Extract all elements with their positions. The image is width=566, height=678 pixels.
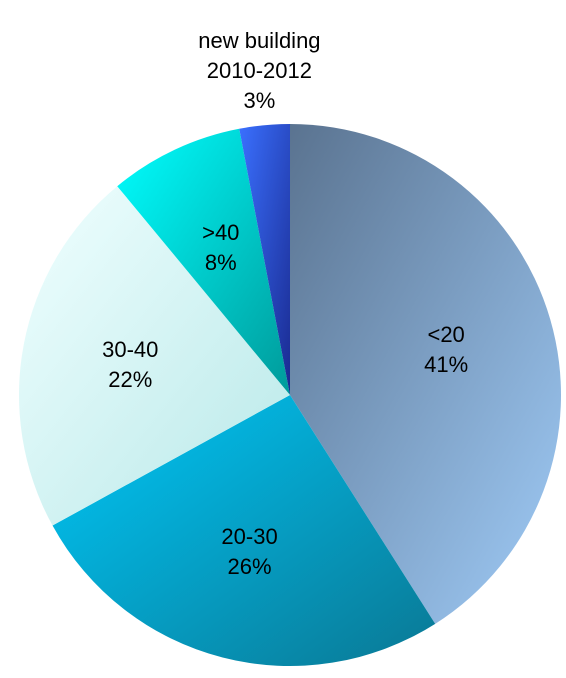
value-label: 3% bbox=[243, 88, 276, 114]
pie-slice bbox=[239, 124, 290, 395]
category-label: >40 bbox=[202, 219, 240, 245]
value-label: 26% bbox=[227, 554, 272, 580]
slice-label: 30-40 22% bbox=[102, 335, 158, 395]
pie-slice bbox=[117, 128, 290, 395]
value-label: 8% bbox=[204, 249, 237, 275]
pie-slice bbox=[19, 186, 291, 526]
slice-label: 20-30 26% bbox=[221, 522, 277, 582]
pie-slice bbox=[52, 395, 436, 666]
category-label: 20-30 bbox=[221, 524, 278, 550]
slice-label: >40 8% bbox=[202, 218, 239, 278]
slice-label: <20 41% bbox=[424, 320, 468, 380]
pie-slice bbox=[290, 124, 561, 624]
category-label: new building 2010-2012 bbox=[198, 28, 321, 84]
category-label: <20 bbox=[427, 321, 465, 347]
value-label: 41% bbox=[424, 351, 469, 377]
slice-label: new building 2010-2012 3% bbox=[198, 26, 320, 116]
value-label: 22% bbox=[108, 366, 153, 392]
category-label: 30-40 bbox=[102, 336, 159, 362]
